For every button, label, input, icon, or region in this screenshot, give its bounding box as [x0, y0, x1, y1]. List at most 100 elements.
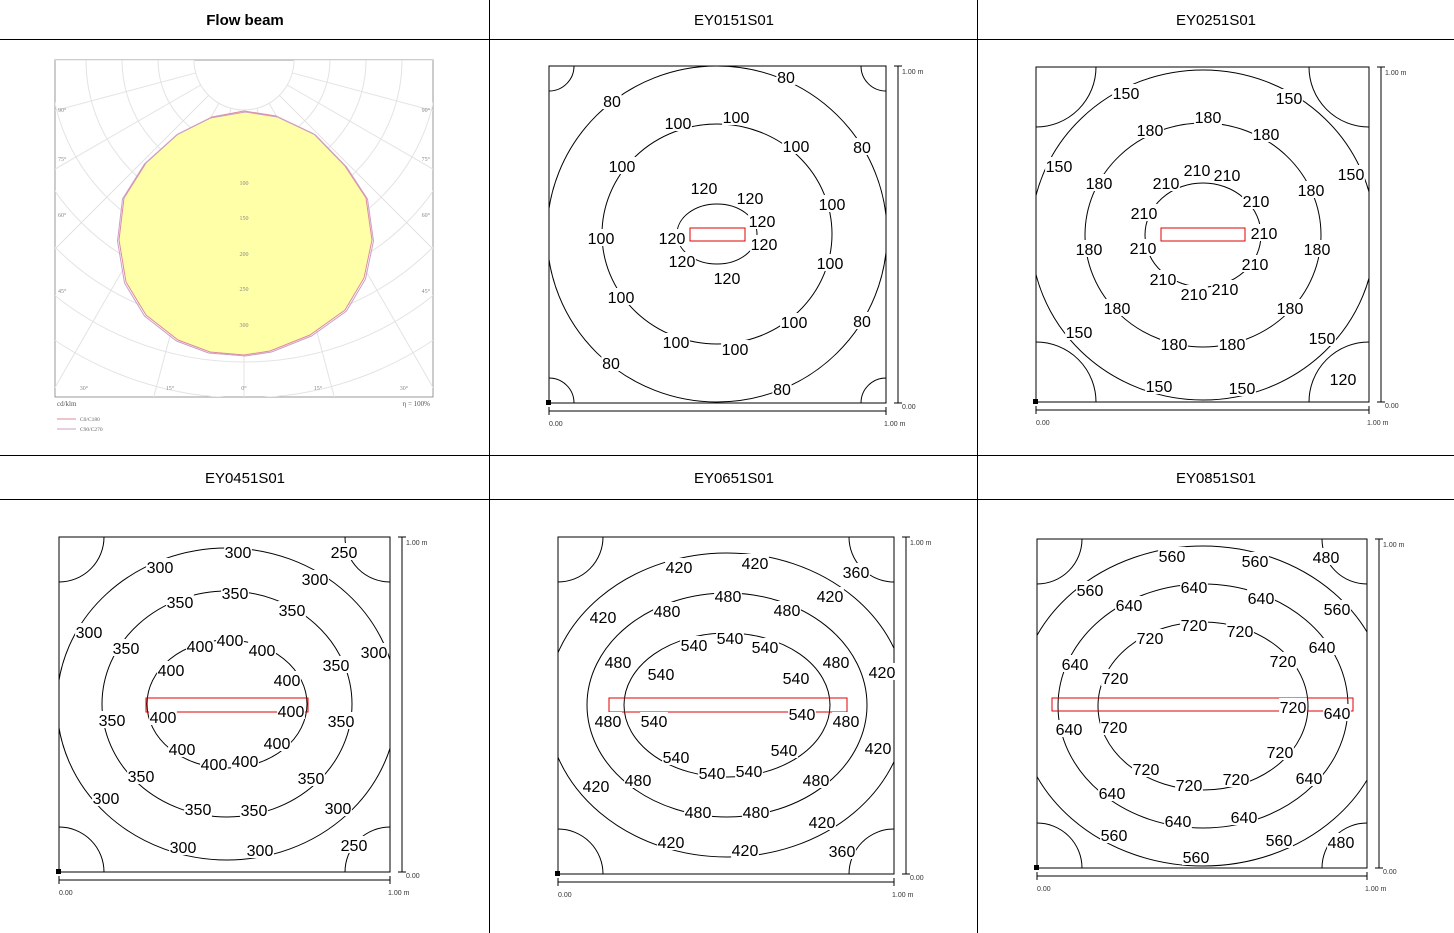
polar-angle-label: 30° — [400, 385, 409, 392]
isolux-value-label: 80 — [602, 356, 620, 373]
isolux-value-label: 480 — [774, 603, 801, 620]
isolux-value-label: 100 — [781, 315, 808, 332]
origin-marker — [56, 869, 61, 874]
axis-max-label: 1.00 m — [406, 540, 428, 547]
isolux-value-label: 420 — [817, 589, 844, 606]
isolux-contour — [1097, 621, 1309, 791]
isolux-value-label: 80 — [773, 382, 791, 399]
legend-c90-c270: C90/C270 — [80, 427, 103, 433]
isolux-value-label: 120 — [751, 237, 778, 254]
isolux-value-label: 350 — [113, 641, 140, 658]
isolux-value-label: 100 — [663, 335, 690, 352]
isolux-value-label: 480 — [833, 714, 860, 731]
isolux-value-label: 360 — [843, 565, 870, 582]
axis-zero-label: 0.00 — [549, 421, 563, 428]
isolux-value-label: 100 — [588, 231, 615, 248]
isolux-value-label: 400 — [278, 704, 305, 721]
isolux-value-label: 100 — [783, 139, 810, 156]
axis-zero-label: 0.00 — [902, 404, 916, 411]
isolux-value-label: 180 — [1137, 123, 1164, 140]
isolux-value-label: 560 — [1101, 828, 1128, 845]
isolux-value-label: 640 — [1099, 786, 1126, 803]
isolux-value-label: 350 — [167, 595, 194, 612]
isolux-contour — [1036, 69, 1369, 401]
isolux-value-label: 350 — [222, 586, 249, 603]
header-ey0651s01: EY0651S01 — [693, 469, 775, 487]
isolux-value-label: 180 — [1104, 301, 1131, 318]
polar-angle-label: 15° — [166, 385, 175, 392]
table-divider — [0, 39, 1454, 40]
table-divider — [977, 0, 978, 933]
isolux-value-label: 560 — [1183, 850, 1210, 867]
polar-angle-label: 75° — [58, 156, 67, 163]
polar-curve-c90-c270 — [116, 111, 375, 357]
isolux-value-label: 640 — [1116, 598, 1143, 615]
polar-radial-label: 150 — [240, 216, 249, 222]
isolux-value-label: 180 — [1277, 301, 1304, 318]
isolux-value-label: 350 — [279, 603, 306, 620]
isolux-value-label: 720 — [1267, 745, 1294, 762]
isolux-frame — [58, 536, 391, 873]
origin-marker — [546, 400, 551, 405]
axis-zero-label: 0.00 — [1383, 869, 1397, 876]
isolux-value-label: 540 — [681, 638, 708, 655]
isolux-value-label: 100 — [819, 197, 846, 214]
isolux-value-label: 480 — [605, 655, 632, 672]
header-flow-beam: Flow beam — [206, 11, 284, 29]
polar-angle-label: 75° — [422, 156, 431, 163]
isolux-value-label: 400 — [249, 643, 276, 660]
isolux-value-label: 210 — [1181, 287, 1208, 304]
axis-zero-label: 0.00 — [406, 873, 420, 880]
luminaire-outline — [1160, 227, 1246, 242]
polar-unit-label: cd/klm — [57, 400, 77, 408]
isolux-value-label: 120 — [691, 181, 718, 198]
isolux-value-label: 80 — [777, 70, 795, 87]
isolux-value-label: 540 — [736, 764, 763, 781]
isolux-value-label: 420 — [583, 779, 610, 796]
isolux-value-label: 120 — [669, 254, 696, 271]
polar-angle-label: 45° — [422, 288, 431, 295]
isolux-value-label: 480 — [685, 805, 712, 822]
isolux-value-label: 480 — [625, 773, 652, 790]
isolux-value-label: 120 — [659, 231, 686, 248]
isolux-value-label: 720 — [1176, 778, 1203, 795]
isolux-value-label: 420 — [809, 815, 836, 832]
polar-angle-label: 60° — [58, 212, 67, 219]
isolux-contour — [601, 123, 833, 345]
isolux-value-label: 400 — [187, 639, 214, 656]
isolux-value-label: 480 — [715, 589, 742, 606]
polar-angle-label: 30° — [80, 385, 89, 392]
isolux-value-label: 150 — [1066, 325, 1093, 342]
isolux-value-label: 480 — [743, 805, 770, 822]
isolux-value-label: 720 — [1223, 772, 1250, 789]
isolux-value-label: 640 — [1165, 814, 1192, 831]
isolux-value-label: 720 — [1101, 720, 1128, 737]
isolux-value-label: 480 — [654, 604, 681, 621]
isolux-value-label: 640 — [1248, 591, 1275, 608]
isolux-value-label: 150 — [1229, 381, 1256, 398]
isolux-value-label: 540 — [752, 640, 779, 657]
isolux-value-label: 540 — [783, 671, 810, 688]
isolux-value-label: 560 — [1077, 583, 1104, 600]
isolux-value-label: 720 — [1181, 618, 1208, 635]
legend-c0-c180: C0/C180 — [80, 417, 100, 423]
isolux-value-label: 640 — [1324, 706, 1351, 723]
isolux-value-label: 720 — [1227, 624, 1254, 641]
isolux-value-label: 100 — [608, 290, 635, 307]
isolux-contour — [549, 66, 886, 403]
isolux-value-label: 350 — [185, 802, 212, 819]
isolux-axes: 0.00 1.00 m 1.00 m 0.00 — [548, 65, 924, 428]
polar-angle-label: 60° — [422, 212, 431, 219]
isolux-value-label: 350 — [241, 803, 268, 820]
polar-radial-label: 300 — [240, 323, 249, 329]
isolux-value-label: 400 — [217, 633, 244, 650]
isolux-value-label: 400 — [158, 663, 185, 680]
header-ey0851s01: EY0851S01 — [1175, 469, 1257, 487]
isolux-value-label: 540 — [648, 667, 675, 684]
isolux-value-label: 120 — [737, 191, 764, 208]
axis-max-label: 1.00 m — [884, 421, 906, 428]
isolux-value-label: 300 — [170, 840, 197, 857]
isolux-value-label: 300 — [147, 560, 174, 577]
isolux-value-label: 180 — [1195, 110, 1222, 127]
